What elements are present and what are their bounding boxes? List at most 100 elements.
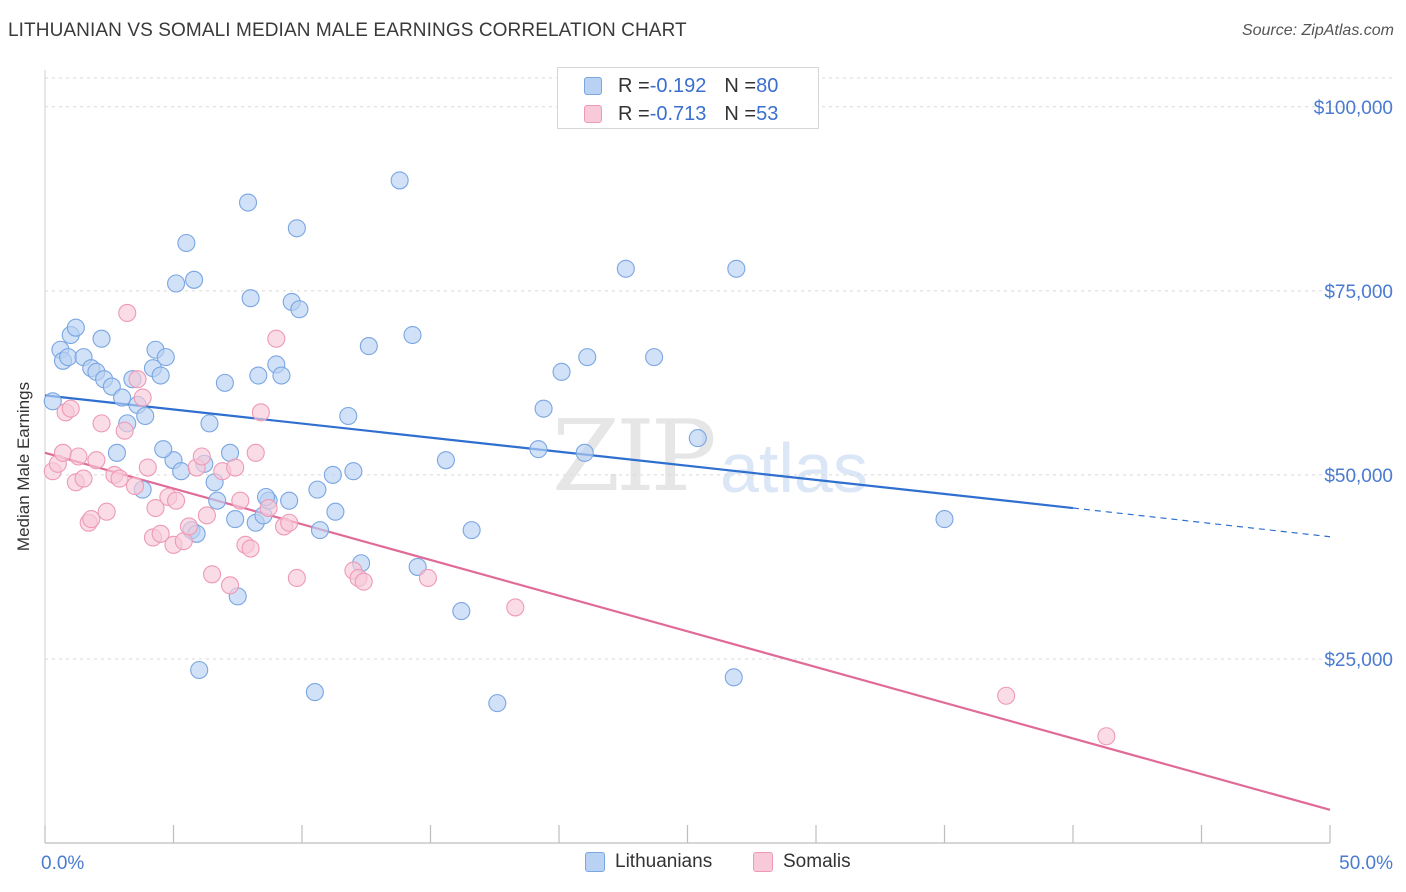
point-lithuanian: [43, 392, 62, 411]
point-somali: [128, 370, 147, 389]
legend-item-somalis: Somalis: [753, 851, 851, 873]
point-somali: [179, 517, 198, 536]
data-points: [43, 171, 1116, 746]
y-tick-label: $100,000: [1314, 98, 1393, 119]
legend-n-label: N =: [724, 74, 757, 97]
legend-n-label: N =: [724, 102, 757, 125]
point-somali: [53, 443, 73, 462]
point-lithuanian: [102, 377, 121, 396]
source-credit: Source: ZipAtlas.com: [1241, 22, 1394, 39]
point-lithuanian: [344, 462, 363, 481]
point-somali: [133, 388, 152, 407]
point-lithuanian: [66, 318, 85, 337]
legend-r-label: R =: [618, 102, 650, 125]
point-somali: [61, 399, 80, 418]
point-somali: [74, 469, 93, 488]
y-axis-title: Median Male Earnings: [14, 382, 33, 551]
point-lithuanian: [226, 510, 245, 529]
point-lithuanian: [552, 362, 571, 381]
point-lithuanian: [208, 491, 227, 510]
point-somali: [246, 443, 265, 462]
point-somali: [97, 502, 116, 521]
point-lithuanian: [305, 683, 324, 702]
point-somali: [192, 447, 211, 466]
watermark-atlas: atlas: [720, 429, 868, 507]
gridlines: [45, 77, 1392, 660]
point-lithuanian: [107, 443, 127, 462]
point-lithuanian: [113, 388, 132, 407]
point-somali: [151, 524, 170, 543]
point-lithuanian: [408, 557, 427, 576]
point-somali: [138, 458, 157, 477]
axis-labels: $25,000 $50,000 $75,000 $100,000 0.0% 50.0% Me…: [14, 98, 1393, 874]
point-lithuanian: [177, 233, 196, 253]
point-somali: [220, 576, 240, 595]
point-lithuanian: [290, 300, 309, 319]
legend-r-label: R =: [618, 74, 650, 97]
legend-swatch-pink: [753, 852, 773, 872]
point-somali: [280, 513, 299, 532]
correlation-legend: R = -0.192 N = 80 R = -0.713 N = 53: [557, 67, 819, 129]
point-lithuanian: [935, 510, 954, 529]
point-lithuanian: [59, 348, 78, 367]
point-lithuanian: [575, 443, 594, 462]
point-lithuanian: [190, 660, 209, 680]
point-lithuanian: [462, 521, 481, 540]
legend-row-lithuanians: R = -0.192 N = 80: [584, 72, 778, 100]
point-somali: [118, 303, 137, 322]
point-lithuanian: [154, 440, 173, 459]
legend-n-value: 80: [756, 74, 779, 97]
point-somali: [997, 686, 1016, 705]
y-tick-label: $50,000: [1324, 466, 1393, 487]
axes: [44, 70, 1331, 844]
point-somali: [146, 498, 165, 518]
point-lithuanian: [280, 491, 299, 510]
point-lithuanian: [167, 274, 186, 293]
point-somali: [87, 451, 106, 470]
point-lithuanian: [529, 440, 548, 459]
point-lithuanian: [200, 414, 219, 433]
point-lithuanian: [645, 348, 664, 367]
point-lithuanian: [534, 399, 553, 418]
point-lithuanian: [436, 451, 455, 470]
y-tick-label: $25,000: [1324, 650, 1393, 671]
legend-r-value: -0.192: [649, 74, 707, 97]
point-somali: [203, 565, 222, 584]
point-lithuanian: [488, 694, 507, 713]
point-lithuanian: [323, 465, 342, 484]
point-somali: [226, 458, 245, 477]
legend-n-value: 53: [756, 102, 779, 125]
legend-label-somalis: Somalis: [783, 851, 851, 872]
x-tick-label-min: 0.0%: [41, 853, 84, 874]
point-lithuanian: [403, 325, 422, 345]
point-lithuanian: [287, 219, 306, 238]
point-somali: [354, 572, 373, 591]
point-lithuanian: [136, 406, 155, 426]
x-tick-label-max: 50.0%: [1339, 853, 1393, 874]
trendline-extension-lithuanian: [1072, 507, 1331, 538]
point-lithuanian: [578, 348, 597, 367]
point-lithuanian: [390, 171, 409, 190]
point-lithuanian: [727, 259, 746, 278]
point-lithuanian: [156, 348, 175, 367]
point-lithuanian: [215, 373, 234, 392]
point-somali: [231, 491, 250, 510]
y-tick-label: $75,000: [1324, 282, 1393, 303]
legend-r-value: -0.713: [649, 102, 707, 125]
point-lithuanian: [359, 337, 378, 356]
point-somali: [110, 469, 129, 488]
point-lithuanian: [172, 462, 191, 481]
point-somali: [1097, 727, 1116, 746]
point-somali: [115, 421, 134, 440]
point-lithuanian: [616, 259, 635, 278]
point-lithuanian: [339, 406, 358, 426]
legend-label-lithuanians: Lithuanians: [615, 851, 713, 872]
trendline-lithuanian: [44, 394, 1074, 510]
chart-title: LITHUANIAN VS SOMALI MEDIAN MALE EARNING…: [8, 20, 687, 41]
point-lithuanian: [241, 289, 260, 308]
point-somali: [287, 568, 306, 588]
point-somali: [418, 568, 437, 588]
point-somali: [125, 476, 144, 495]
point-lithuanian: [308, 480, 327, 499]
point-lithuanian: [326, 502, 345, 521]
